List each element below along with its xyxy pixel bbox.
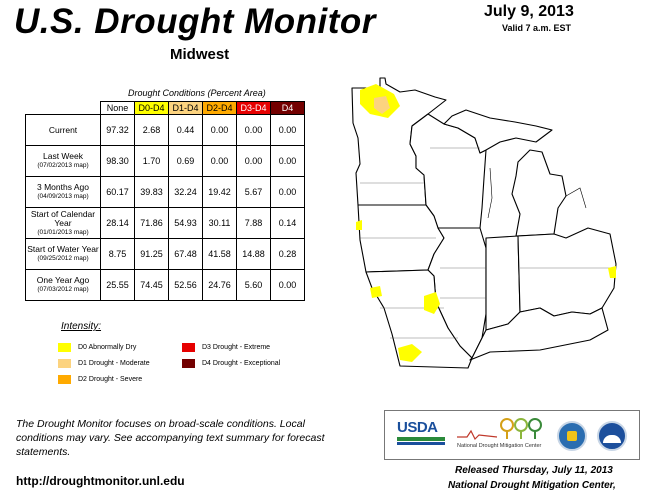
table-cell: 67.48 [168,238,203,270]
table-cell: 25.55 [100,269,135,301]
row-label: Last Week (07/02/2013 map) [25,145,101,177]
table-cell: 98.30 [100,145,135,177]
table-cell: 5.60 [236,269,271,301]
legend-item-d4: D4 Drought - Exceptional [182,359,280,368]
table-row: Current 97.32 2.68 0.44 0.00 0.00 0.00 [25,114,305,146]
table-cell: 91.25 [134,238,169,270]
legend-item-d2: D2 Drought - Severe [58,375,142,384]
row-label: One Year Ago (07/03/2012 map) [25,269,101,301]
ndmc-logo: National Drought Mitigation Center [457,415,553,455]
table-cell: 2.68 [134,114,169,146]
website-link[interactable]: http://droughtmonitor.unl.edu [16,474,185,488]
col-d2-d4: D2-D4 [202,101,237,115]
col-d0-d4: D0-D4 [134,101,169,115]
lake-huron-shore [565,187,587,209]
row-label: Start of Water Year (09/25/2012 map) [25,238,101,270]
col-d3-d4: D3-D4 [236,101,271,115]
drought-d0-southern-mo [398,344,422,362]
doc-seal-icon [557,421,587,451]
table-cell: 0.00 [270,269,305,301]
table-row: 3 Months Ago (04/09/2013 map) 60.17 39.83 32… [25,176,305,208]
table-cell: 0.28 [270,238,305,270]
region-label: Midwest [170,46,230,63]
drought-d0-western-mo [370,286,382,298]
table-cell: 14.88 [236,238,271,270]
table-cell: 39.83 [134,176,169,208]
legend-title: Intensity: [61,321,102,332]
partner-logos: USDA National Drought Mitigation Center [384,410,640,460]
released-date: Released Thursday, July 11, 2013 [455,465,613,476]
table-cell: 52.56 [168,269,203,301]
table-cell: 71.86 [134,207,169,239]
swatch-d2 [58,375,71,384]
table-cell: 0.69 [168,145,203,177]
drought-areas [356,84,616,362]
table-caption: Drought Conditions (Percent Area) [128,88,266,98]
row-label: Start of Calendar Year (01/01/2013 map) [25,207,101,239]
row-label: 3 Months Ago (04/09/2013 map) [25,176,101,208]
table-row: Start of Calendar Year (01/01/2013 map) 28… [25,207,305,239]
map-date: July 9, 2013 [484,3,574,20]
table-cell: 19.42 [202,176,237,208]
drought-d0-ohio [608,266,616,278]
table-cell: 0.00 [236,145,271,177]
table-row: Start of Water Year (09/25/2012 map) 8.75 9… [25,238,305,270]
legend-item-d1: D1 Drought - Moderate [58,359,150,368]
swatch-d0 [58,343,71,352]
swatch-d4 [182,359,195,368]
table-cell: 74.45 [134,269,169,301]
table-cell: 0.14 [270,207,305,239]
table-row: One Year Ago (07/03/2012 map) 25.55 74.45 52… [25,269,305,301]
state-ohio [517,227,617,317]
col-d1-d4: D1-D4 [168,101,203,115]
table-cell: 24.76 [202,269,237,301]
valid-time: Valid 7 a.m. EST [502,23,572,33]
table-cell: 32.24 [168,176,203,208]
state-michigan-lp [511,149,567,237]
table-cell: 97.32 [100,114,135,146]
table-cell: 0.00 [202,145,237,177]
drought-d0-western-ia [356,220,362,230]
table-cell: 0.00 [202,114,237,146]
ndmc-tree-icon [457,418,542,441]
usda-logo: USDA [397,419,445,449]
drought-d1-northern-mn [374,96,390,114]
noaa-logo-icon [597,421,627,451]
row-label: Current [25,114,101,146]
disclaimer-note: The Drought Monitor focuses on broad-sca… [16,418,325,458]
table-cell: 8.75 [100,238,135,270]
table-cell: 0.00 [270,176,305,208]
table-cell: 0.00 [270,145,305,177]
lake-michigan-shore [487,167,493,219]
table-cell: 0.44 [168,114,203,146]
col-d4: D4 [270,101,305,115]
table-cell: 28.14 [100,207,135,239]
state-indiana [485,235,521,331]
table-row: Last Week (07/02/2013 map) 98.30 1.70 0.69 0.… [25,145,305,177]
table-cell: 30.11 [202,207,237,239]
table-cell: 1.70 [134,145,169,177]
table-cell: 41.58 [202,238,237,270]
swatch-d1 [58,359,71,368]
table-cell: 54.93 [168,207,203,239]
legend-item-d3: D3 Drought - Extreme [182,343,270,352]
drought-conditions-table: None D0-D4 D1-D4 D2-D4 D3-D4 D4 Current 9… [25,101,305,301]
table-cell: 60.17 [100,176,135,208]
legend-item-d0: D0 Abnormally Dry [58,343,136,352]
table-cell: 5.67 [236,176,271,208]
table-cell: 7.88 [236,207,271,239]
drought-d0-missouri-central [424,292,440,314]
col-none: None [100,101,135,115]
state-michigan-up [443,109,553,154]
author-credit: National Drought Mitigation Center, [448,480,616,491]
table-cell: 0.00 [236,114,271,146]
state-kentucky [469,307,609,361]
swatch-d3 [182,343,195,352]
midwest-drought-map [351,77,617,369]
page-title: U.S. Drought Monitor [14,2,376,41]
table-cell: 0.00 [270,114,305,146]
